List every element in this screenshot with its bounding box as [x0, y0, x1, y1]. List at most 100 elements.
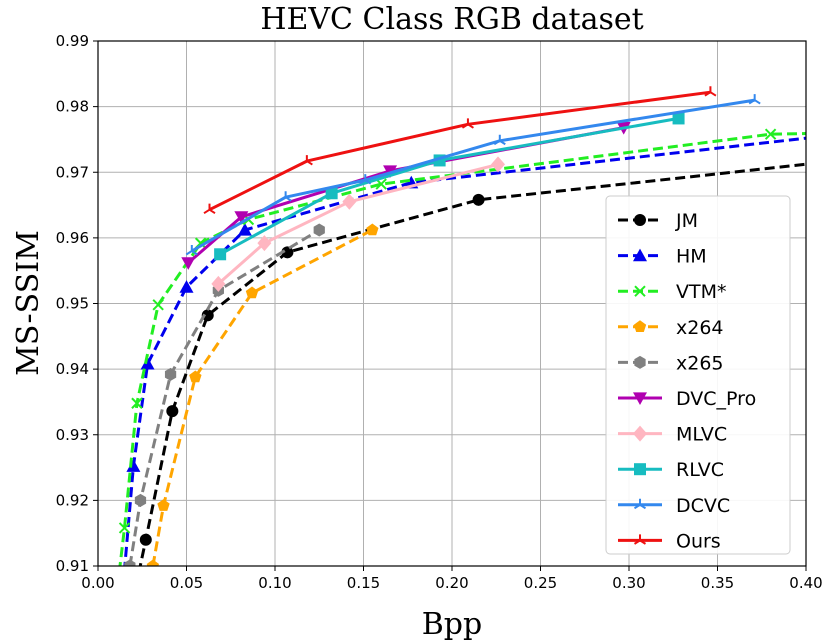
series-vtm [107, 128, 806, 637]
legend-item-rlvc: RLVC [618, 459, 724, 481]
data-point [257, 235, 272, 252]
y-tick-label: 0.93 [56, 426, 89, 444]
legend-marker [633, 320, 647, 333]
data-point [764, 128, 777, 140]
series-mlvc [211, 156, 506, 292]
data-point [134, 493, 147, 507]
legend-item-x264: x264 [618, 317, 724, 339]
data-point [359, 174, 372, 185]
x-tick-label: 0.30 [612, 574, 645, 592]
data-point [313, 223, 325, 237]
x-tick-label: 0.05 [170, 574, 203, 592]
data-point [366, 223, 379, 236]
legend-label: DVC_Pro [676, 388, 756, 410]
series-line-ours [208, 90, 711, 212]
data-point [342, 193, 357, 210]
legend-box [605, 195, 791, 555]
x-tick-label: 0.20 [435, 574, 468, 592]
legend-label: x265 [676, 352, 724, 374]
data-point [140, 356, 155, 370]
data-point [245, 286, 259, 299]
legend-item-ours: Ours [618, 530, 721, 552]
legend-marker [633, 248, 647, 262]
x-axis: 0.00 0.05 0.10 0.15 0.20 0.25 0.30 0.35 0.40 [81, 566, 823, 592]
x-tick-label: 0.10 [258, 574, 291, 592]
data-point [203, 203, 216, 214]
y-axis: 0.91 0.92 0.93 0.94 0.95 0.96 0.97 0.98 0.99 [56, 32, 98, 575]
legend-item-dcvc: DCVC [618, 495, 730, 517]
data-point [300, 155, 313, 166]
data-point [472, 193, 485, 206]
legend-item-vtm: VTM* [618, 281, 727, 303]
data-point [461, 118, 474, 129]
legend-label: RLVC [676, 459, 724, 481]
data-point [179, 280, 194, 293]
legend-marker [633, 534, 647, 545]
data-point [152, 299, 164, 311]
legend-marker [634, 214, 646, 226]
data-point [118, 522, 131, 534]
legend: JM HM VTM* x264 x265 DVC_Pro MLVC RLVC DCVC Ours [605, 195, 791, 555]
y-tick-label: 0.97 [56, 163, 89, 181]
series-x265 [124, 223, 325, 566]
legend-label: JM [675, 210, 698, 232]
data-point [139, 533, 152, 546]
legend-label: Ours [676, 530, 721, 552]
x-tick-label: 0.00 [81, 574, 114, 592]
legend-label: MLVC [676, 424, 727, 446]
data-point [201, 309, 214, 322]
series-layer [107, 86, 806, 638]
y-tick-label: 0.98 [56, 98, 89, 116]
legend-marker [634, 355, 646, 369]
data-point [704, 86, 717, 97]
y-axis-label: MS-SSIM [11, 230, 46, 376]
data-point [181, 257, 196, 270]
chart-title: HEVC Class RGB dataset [260, 2, 643, 37]
data-point [279, 191, 292, 202]
y-tick-label: 0.91 [56, 557, 89, 575]
legend-label: DCVC [676, 495, 730, 517]
data-point [748, 94, 761, 105]
y-tick-label: 0.99 [56, 32, 89, 50]
x-tick-label: 0.25 [524, 574, 557, 592]
legend-marker [634, 285, 646, 297]
x-axis-label: Bpp [422, 607, 482, 641]
legend-item-hm: HM [618, 246, 707, 268]
legend-marker [634, 463, 646, 476]
y-tick-label: 0.92 [56, 491, 89, 509]
data-point [234, 211, 249, 224]
data-point [325, 187, 338, 200]
data-point [131, 397, 143, 409]
data-point [281, 246, 294, 259]
data-point [166, 405, 179, 418]
data-point [164, 367, 177, 381]
y-tick-label: 0.94 [56, 360, 89, 378]
data-point [211, 275, 226, 292]
data-point [112, 625, 126, 638]
data-point [146, 559, 160, 566]
x-tick-label: 0.40 [789, 574, 822, 592]
data-point [107, 627, 117, 637]
series-line-mlvc [217, 162, 499, 285]
series-line-rlvc [219, 116, 679, 256]
legend-label: HM [676, 246, 707, 268]
y-tick-label: 0.95 [56, 295, 89, 313]
data-point [189, 370, 202, 383]
data-point [120, 626, 132, 638]
data-point [493, 134, 506, 146]
data-point [126, 459, 141, 472]
x-tick-label: 0.35 [701, 574, 734, 592]
legend-item-jm: JM [618, 210, 698, 232]
data-point [672, 112, 685, 125]
data-point [124, 559, 136, 566]
legend-item-dvc-pro: DVC_Pro [618, 388, 756, 410]
data-point [185, 245, 198, 256]
y-tick-label: 0.96 [56, 229, 89, 247]
data-point [491, 156, 506, 173]
data-point [157, 499, 170, 511]
legend-item-x265: x265 [618, 352, 724, 374]
legend-label: VTM* [676, 281, 727, 303]
series-x264 [146, 223, 379, 566]
series-jm [120, 162, 806, 638]
